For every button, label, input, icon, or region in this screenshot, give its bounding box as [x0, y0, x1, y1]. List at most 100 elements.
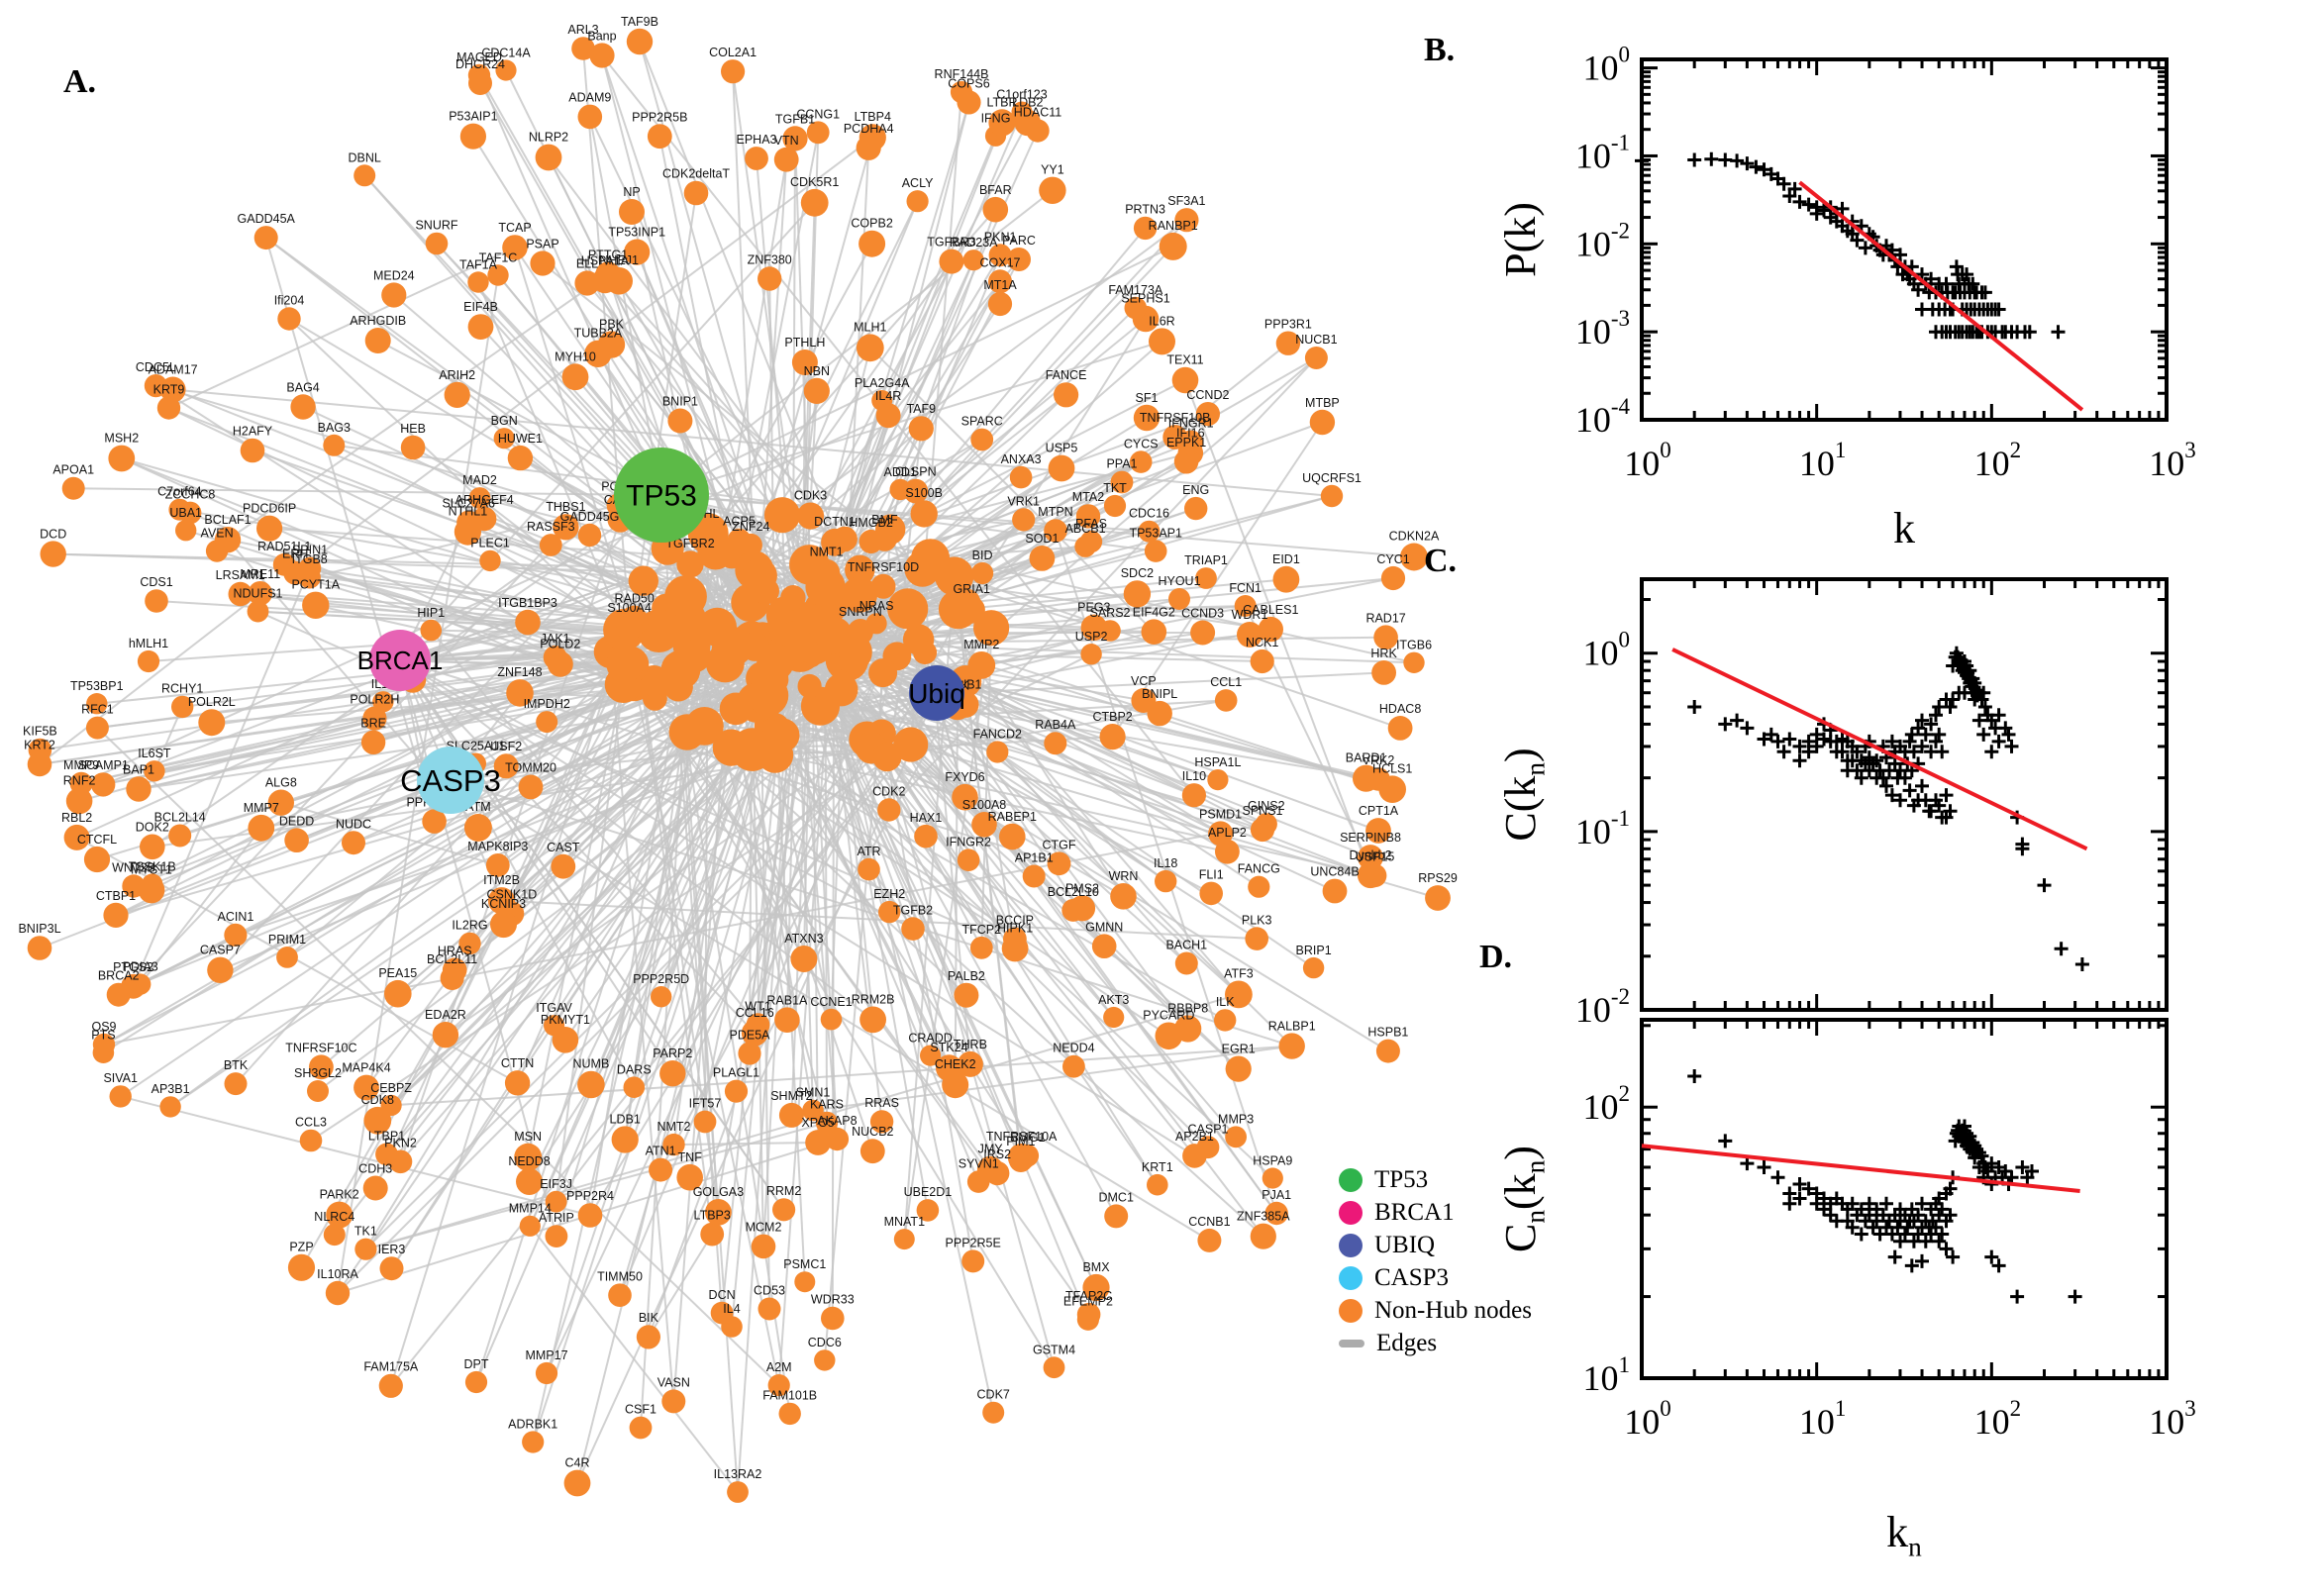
network-node-label: ADAM9 [568, 91, 611, 105]
network-node [757, 737, 794, 773]
network-node [877, 798, 901, 822]
network-node-label: BCL2L10 [1048, 885, 1099, 899]
network-node [821, 1306, 845, 1331]
network-node-label: ZNF385A [1237, 1210, 1290, 1224]
network-node-label: MAP4K4 [342, 1061, 390, 1075]
network-node [796, 502, 825, 530]
network-node [323, 1224, 346, 1247]
network-node [277, 307, 301, 331]
network-node [1144, 540, 1167, 562]
network-node-label: ZNF148 [497, 665, 542, 679]
network-node-label: LDB1 [610, 1112, 641, 1126]
network-node [800, 188, 829, 217]
network-node-label: TAF9 [906, 402, 936, 416]
network-node [742, 557, 777, 594]
network-node [1091, 934, 1117, 958]
network-node-label: PTHLH [784, 336, 825, 349]
network-node [973, 610, 1010, 647]
network-node-label: COL2A1 [709, 46, 757, 59]
network-node-label: ADRBK1 [508, 1417, 557, 1431]
network-node [302, 591, 330, 619]
legend-item-edges: Edges [1339, 1330, 1532, 1356]
network-node-label: PCYT1A [291, 578, 340, 592]
network-node [479, 549, 501, 572]
network-node-label: ANXA3 [1001, 452, 1042, 466]
network-node-label: HIP1 [417, 606, 445, 620]
network-node [629, 1416, 653, 1440]
network-node [611, 1126, 639, 1153]
network-node [624, 239, 651, 265]
network-node [636, 1325, 661, 1349]
network-node [1174, 208, 1199, 233]
axis-tick-label: 101 [1799, 438, 1847, 483]
network-node [545, 1190, 567, 1213]
network-node [1155, 869, 1177, 893]
network-node-label: PPP2R5D [633, 972, 689, 986]
network-node [841, 576, 878, 613]
network-node-label: FLI1 [1199, 868, 1224, 882]
network-node [700, 1222, 725, 1247]
hub-node-ubiq [909, 665, 964, 721]
network-node-label: H2AFY [233, 425, 273, 439]
network-node-label: HRAS [438, 944, 472, 957]
axis-tick-label: 102 [1974, 1396, 2022, 1442]
network-node-label: NRAS [859, 599, 894, 613]
network-node-label: CD53 [754, 1284, 785, 1298]
network-node-label: JMY [978, 1143, 1004, 1156]
network-node-label: Banp [587, 29, 616, 43]
network-node [1358, 845, 1383, 870]
network-node-label: SERPINB8 [1340, 831, 1401, 845]
network-node-label: IMPDH2 [524, 697, 570, 711]
axis-tick-label: 10-1 [1575, 806, 1630, 851]
network-node-label: NLRP2 [529, 131, 568, 145]
network-node-label: CTBP1 [96, 889, 136, 903]
network-node-label: ATF3 [1224, 967, 1254, 981]
network-node-label: OS9 [91, 1020, 116, 1034]
network-node [1103, 1006, 1125, 1029]
network-node [1129, 450, 1153, 473]
network-node [1373, 625, 1398, 649]
network-node-label: IRS2 [983, 1147, 1011, 1161]
network-node [1207, 769, 1229, 791]
network-node [1044, 519, 1067, 543]
network-node-label: NUMB [572, 1057, 609, 1071]
network-node-label: hMLH1 [129, 637, 168, 650]
network-node-label: TGFB1 [775, 112, 815, 126]
network-node-label: Dynlrb2 [1349, 848, 1391, 862]
network-node-label: PLAGL1 [713, 1066, 759, 1080]
network-node-label: DCN [709, 1288, 736, 1302]
network-node [240, 438, 265, 463]
network-node-label: DBNL [349, 150, 381, 164]
network-node [868, 658, 898, 688]
network-node-label: HDAC8 [1379, 702, 1421, 716]
network-node-label: DCTN1 [814, 515, 856, 529]
network-node [988, 109, 1016, 137]
network-node-label: POLD2 [540, 638, 580, 651]
network-node [91, 772, 116, 797]
network-node-label: COPB2 [851, 217, 892, 231]
network-node [1199, 881, 1223, 906]
network-node [1047, 851, 1071, 876]
network-node-label: ADAM17 [149, 363, 198, 377]
network-node-label: DOK2 [136, 821, 169, 835]
network-node [661, 1389, 686, 1414]
network-node-label: RANBP1 [1149, 219, 1198, 233]
network-node-label: DMC1 [1098, 1190, 1133, 1204]
network-node-label: CAST [547, 841, 580, 854]
network-node-label: CTBP2 [1092, 710, 1132, 724]
network-node-label: CASP7 [200, 944, 241, 957]
network-node [325, 1280, 351, 1306]
network-node [440, 966, 464, 990]
network-node [649, 1157, 673, 1182]
network-node-label: AP3B1 [152, 1082, 190, 1096]
network-node [506, 679, 534, 707]
network-node-label: IFNGR2 [946, 835, 991, 848]
network-node-label: CDK3 [794, 489, 827, 503]
network-node-label: RAD51L1 [257, 540, 311, 553]
network-node [535, 1361, 558, 1385]
network-node [659, 1060, 686, 1087]
network-node [1258, 616, 1284, 643]
network-node-label: CYC1 [1376, 552, 1409, 566]
